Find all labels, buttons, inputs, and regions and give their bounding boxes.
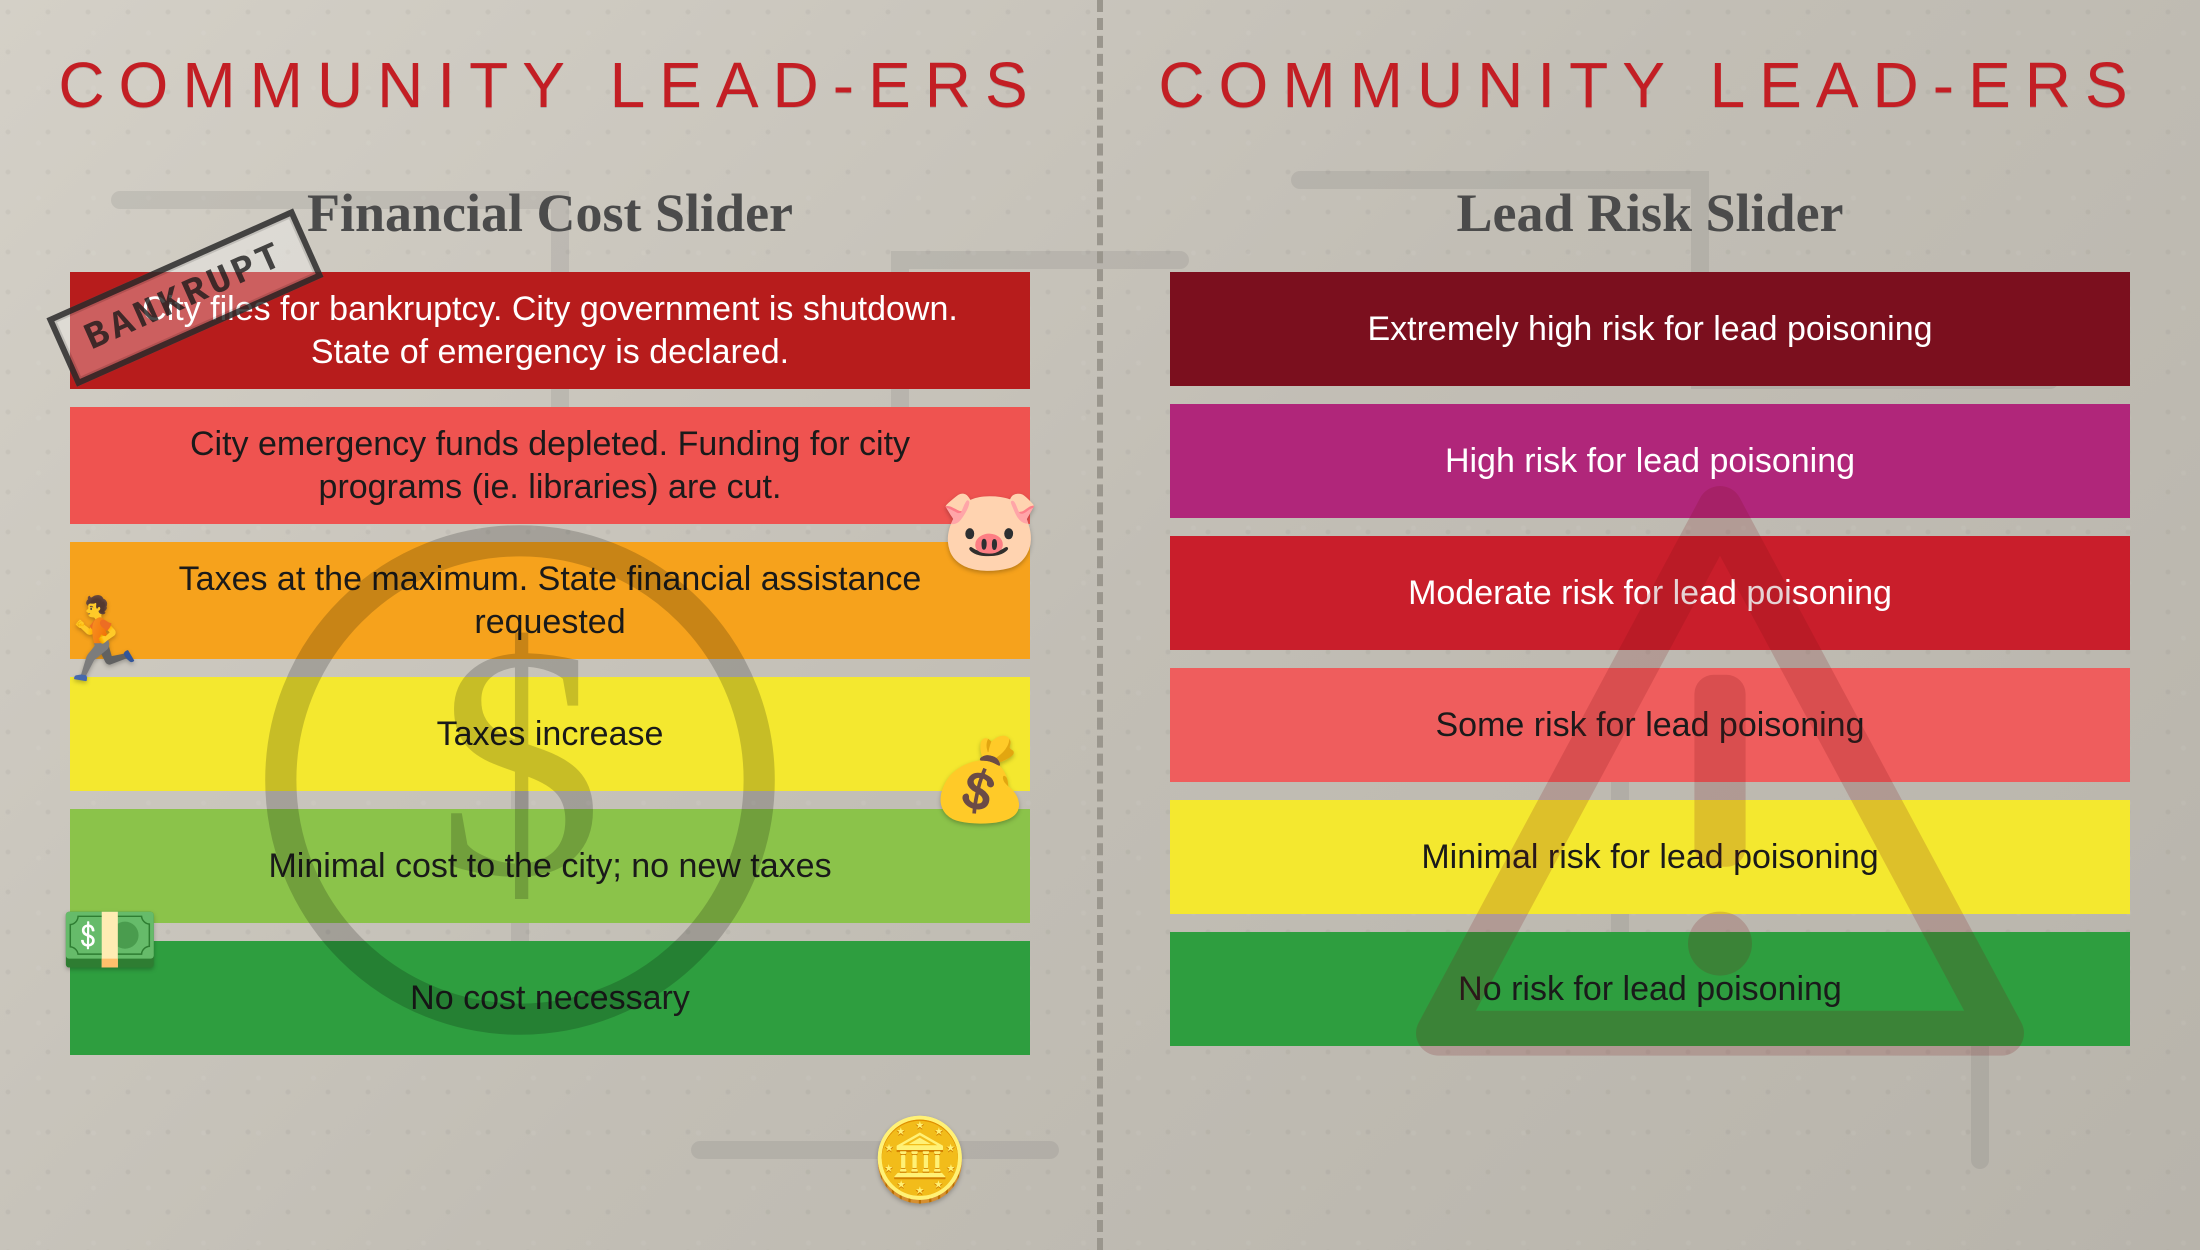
right-bar-0: Extremely high risk for lead poisoning [1170,272,2130,386]
coins-icon: 🪙 [870,1120,970,1200]
left-bars: City files for bankruptcy. City governme… [40,272,1060,1055]
right-main-title: COMMUNITY LEAD-ERS [1140,48,2160,122]
left-bar-3: Taxes increase [70,677,1030,791]
right-bar-5: No risk for lead poisoning [1170,932,2130,1046]
left-main-title: COMMUNITY LEAD-ERS [40,48,1060,122]
left-panel: $ COMMUNITY LEAD-ERS Financial Cost Slid… [0,0,1100,1250]
right-bars: Extremely high risk for lead poisoning Hi… [1140,272,2160,1046]
left-bar-5: No cost necessary [70,941,1030,1055]
right-bar-2: Moderate risk for lead poisoning [1170,536,2130,650]
left-bar-1: City emergency funds depleted. Funding f… [70,407,1030,524]
left-bar-2: Taxes at the maximum. State financial as… [70,542,1030,659]
panel-divider [1097,0,1103,1250]
right-bar-1: High risk for lead poisoning [1170,404,2130,518]
right-panel: COMMUNITY LEAD-ERS Lead Risk Slider Extr… [1100,0,2200,1250]
left-bar-4: Minimal cost to the city; no new taxes [70,809,1030,923]
left-sub-title: Financial Cost Slider [40,182,1060,244]
infographic-stage: $ COMMUNITY LEAD-ERS Financial Cost Slid… [0,0,2200,1250]
right-bar-4: Minimal risk for lead poisoning [1170,800,2130,914]
right-bar-3: Some risk for lead poisoning [1170,668,2130,782]
right-sub-title: Lead Risk Slider [1140,182,2160,244]
